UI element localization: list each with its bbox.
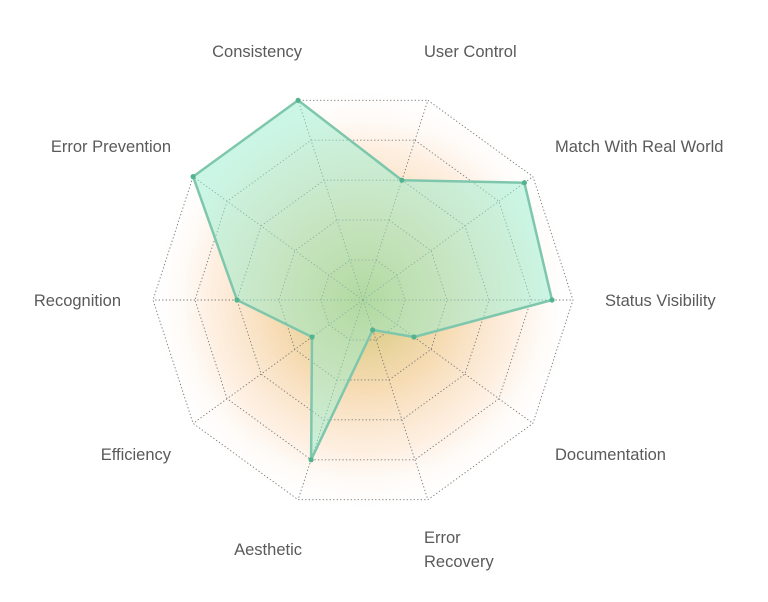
- radar-series: [190, 97, 555, 463]
- axis-label-error-recovery: Error Recovery: [424, 529, 494, 571]
- axis-label-documentation: Documentation: [555, 446, 666, 464]
- data-point-user-control: [399, 177, 405, 183]
- data-point-recognition: [234, 297, 240, 303]
- data-point-error-recovery: [370, 327, 376, 333]
- data-point-efficiency: [309, 334, 315, 340]
- data-point-aesthetic: [308, 457, 314, 463]
- axis-labels: User Control Match With Real World Status …: [34, 43, 724, 571]
- data-point-error-prevention: [190, 174, 196, 180]
- axis-label-match-with-real-world: Match With Real World: [555, 138, 723, 156]
- data-point-status-visibility: [549, 297, 555, 303]
- axis-label-recognition: Recognition: [34, 292, 121, 310]
- data-point-consistency: [295, 97, 301, 103]
- data-point-match-with-real-world: [521, 180, 528, 186]
- axis-label-status-visibility: Status Visibility: [605, 292, 716, 310]
- axis-label-aesthetic: Aesthetic: [234, 541, 302, 559]
- axis-label-efficiency: Efficiency: [101, 446, 172, 464]
- data-point-documentation: [411, 334, 417, 340]
- axis-label-error-prevention: Error Prevention: [51, 138, 171, 156]
- axis-label-consistency: Consistency: [212, 43, 303, 61]
- axis-label-user-control: User Control: [424, 43, 517, 61]
